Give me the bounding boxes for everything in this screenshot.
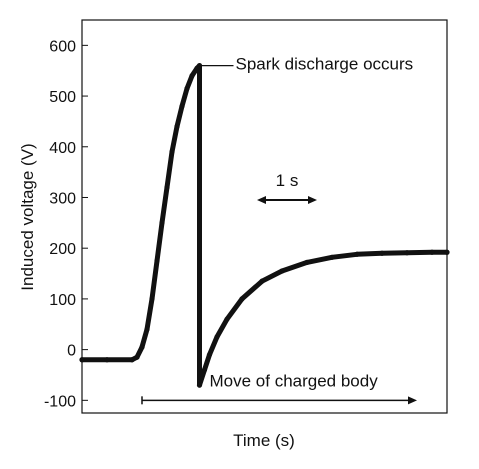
y-tick-label: 600 <box>49 38 76 55</box>
time-scale-label: 1 s <box>276 171 299 190</box>
data-point <box>144 326 150 332</box>
data-point <box>279 268 285 274</box>
data-point <box>159 220 165 226</box>
data-point <box>224 316 230 322</box>
motion-label: Move of charged body <box>210 371 379 390</box>
data-series <box>79 63 450 388</box>
data-point <box>79 357 85 363</box>
y-tick-label: 0 <box>67 343 76 360</box>
data-point <box>149 296 155 302</box>
arrow-head <box>408 396 417 405</box>
data-point <box>444 249 450 255</box>
series-line <box>79 63 450 388</box>
data-point <box>404 250 410 256</box>
data-point <box>169 149 175 155</box>
arrow-head <box>257 196 266 205</box>
x-axis-label: Time (s) <box>233 431 295 450</box>
y-axis-label: Induced voltage (V) <box>18 143 37 290</box>
data-point <box>429 249 435 255</box>
data-point <box>174 123 180 130</box>
data-point <box>379 250 385 256</box>
data-point <box>134 354 140 360</box>
y-tick-label: 200 <box>49 241 76 258</box>
data-point <box>139 344 145 350</box>
y-tick-label: 300 <box>49 190 76 207</box>
data-point <box>154 258 160 264</box>
arrow-head <box>308 196 317 205</box>
y-tick-label: 500 <box>49 89 76 106</box>
data-point <box>164 184 170 190</box>
spark-discharge-label: Spark discharge occurs <box>236 55 414 74</box>
y-axis-ticks: -100 0 100 200 300 400 500 600 <box>44 38 88 410</box>
data-point <box>184 85 190 92</box>
data-point <box>129 357 135 363</box>
data-point <box>329 254 335 260</box>
data-point <box>214 334 220 340</box>
y-tick-label: 100 <box>49 292 76 309</box>
annotations: Spark discharge occurs 1 s Move of charged… <box>141 55 417 405</box>
data-point <box>196 382 203 388</box>
data-point <box>354 251 360 257</box>
data-point <box>201 367 208 373</box>
data-point <box>104 357 110 363</box>
plot-frame <box>81 19 448 414</box>
y-tick-label: -100 <box>44 393 76 410</box>
y-tick-label: 400 <box>49 140 76 157</box>
data-point <box>179 103 185 109</box>
data-point <box>304 259 310 265</box>
data-point <box>239 296 245 302</box>
data-point <box>189 73 195 79</box>
data-point <box>206 352 213 358</box>
data-point <box>259 278 265 284</box>
